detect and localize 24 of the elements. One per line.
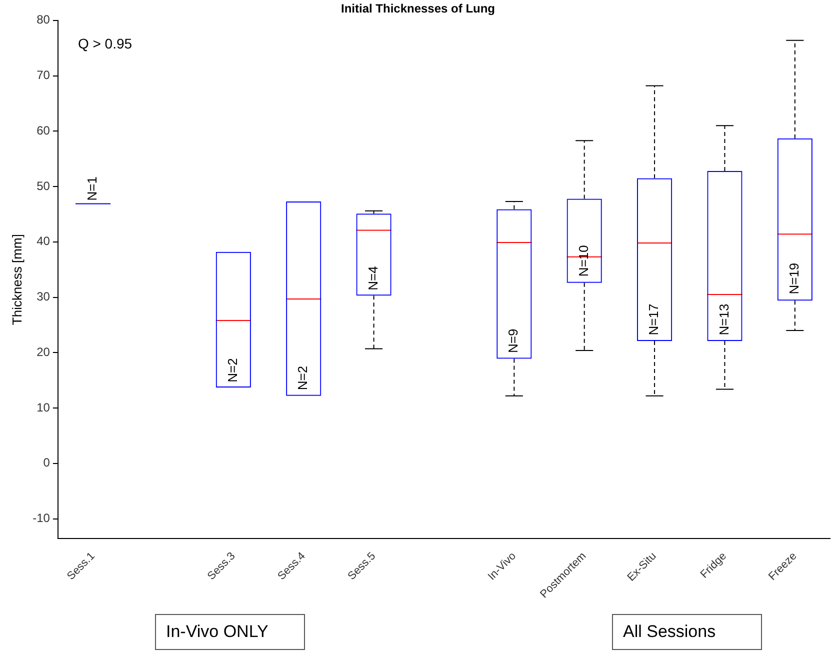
y-axis-title: Thickness [mm] bbox=[9, 234, 24, 326]
y-tick-label: 40 bbox=[36, 234, 50, 248]
annotation: N=2 bbox=[295, 366, 310, 390]
annotation: N=4 bbox=[365, 266, 380, 290]
text: In-Vivo ONLY bbox=[155, 614, 305, 650]
annotation: N=19 bbox=[786, 262, 802, 294]
text: All Sessions bbox=[612, 614, 762, 650]
annotation: N=17 bbox=[646, 304, 662, 336]
annotation: N=10 bbox=[576, 245, 591, 277]
y-tick-label: 80 bbox=[36, 12, 50, 27]
annotation: N=13 bbox=[716, 304, 732, 336]
y-tick-label: 50 bbox=[36, 178, 50, 193]
y-tick-label: 70 bbox=[36, 68, 50, 82]
y-tick-label: 10 bbox=[36, 400, 50, 414]
y-tick-label: 30 bbox=[36, 290, 50, 304]
chart-title: Initial Thicknesses of Lung bbox=[340, 2, 496, 16]
y-tick-label: -10 bbox=[32, 511, 50, 526]
y-tick-label: 20 bbox=[36, 344, 50, 359]
annotation: N=2 bbox=[224, 358, 240, 382]
y-tick-label: 0 bbox=[43, 456, 50, 470]
y-tick-label: 60 bbox=[36, 123, 50, 138]
annotation: N=1 bbox=[84, 176, 100, 201]
annotation: N=9 bbox=[506, 328, 521, 353]
annotation: Q > 0.95 bbox=[78, 35, 132, 52]
